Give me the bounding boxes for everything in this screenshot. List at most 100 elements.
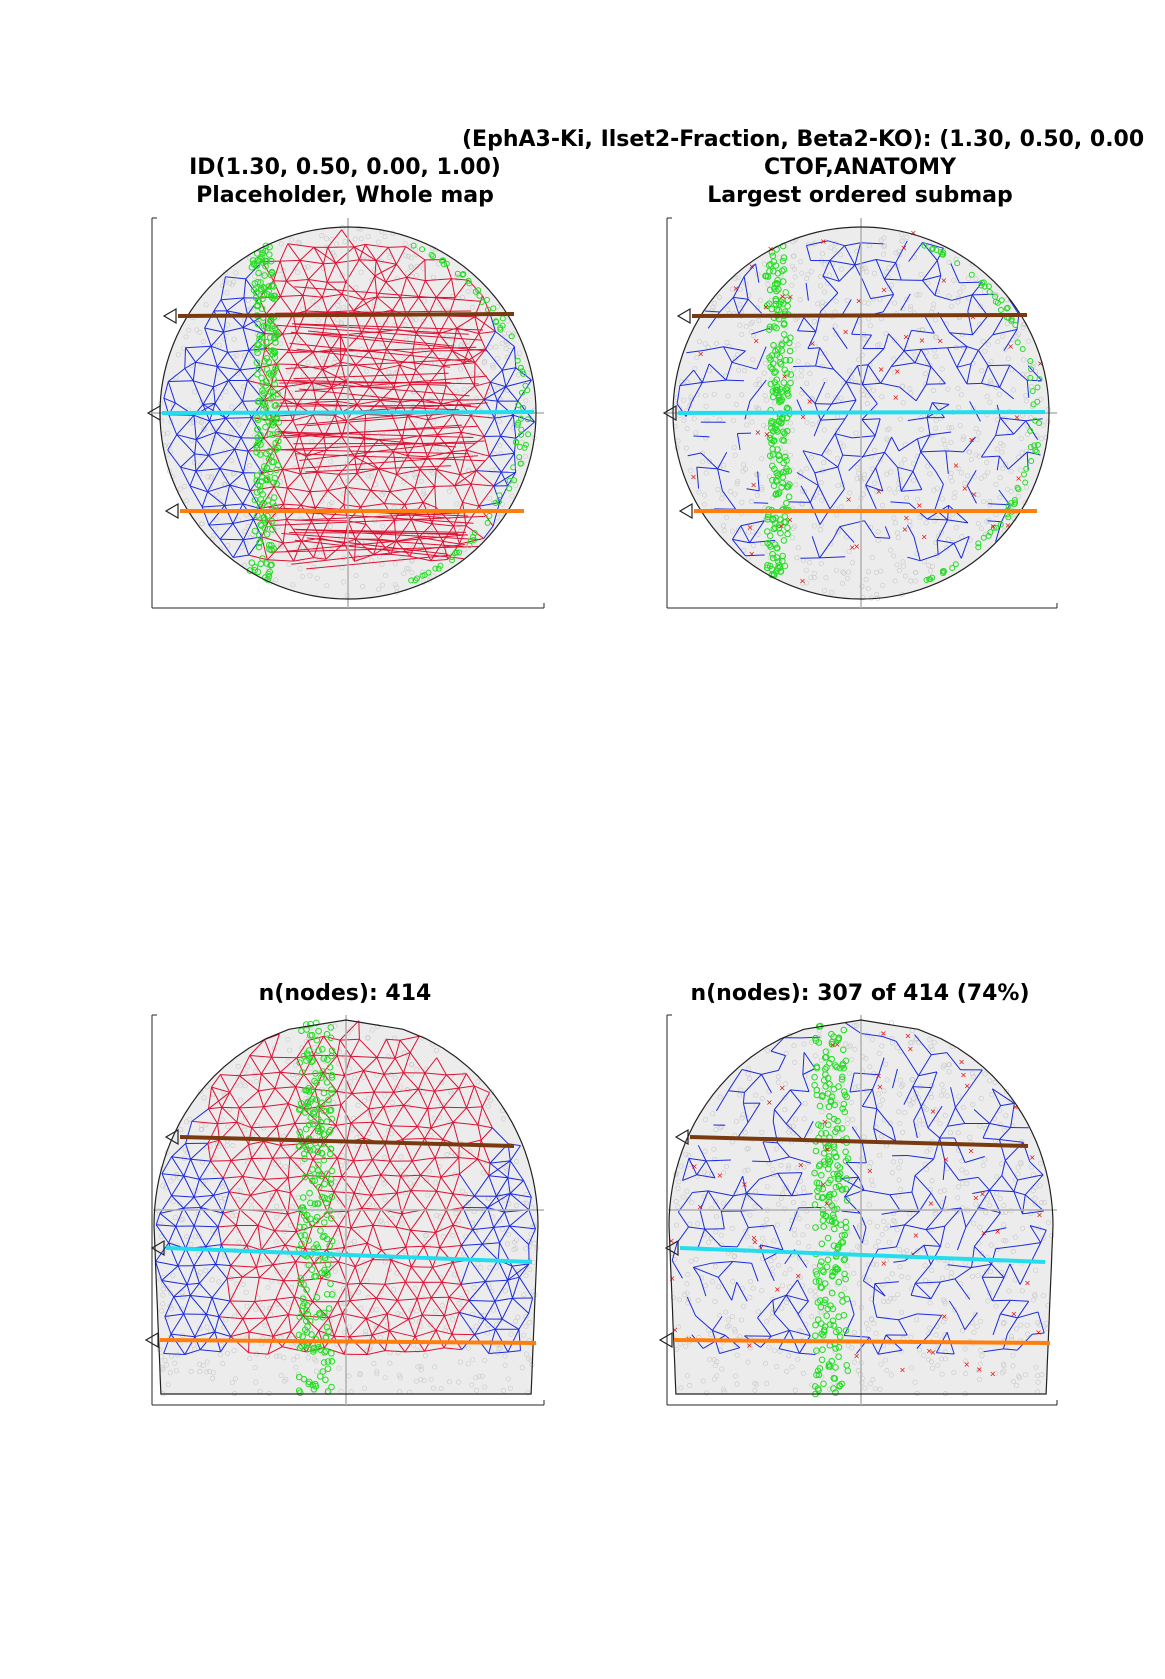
- grey-point: [406, 517, 410, 521]
- grey-point: [496, 386, 500, 390]
- grey-point: [790, 536, 794, 540]
- grey-point: [221, 1362, 225, 1366]
- mesh-edge: [494, 472, 502, 486]
- mesh-edge: [436, 1316, 445, 1331]
- mesh-edge: [261, 1250, 273, 1265]
- mesh-edge: [355, 1243, 367, 1267]
- grey-point: [956, 405, 960, 409]
- mesh-edge: [337, 1076, 345, 1092]
- grey-point: [418, 373, 422, 377]
- mesh-edge: [265, 1190, 277, 1211]
- grey-point: [342, 1287, 346, 1291]
- grey-point: [412, 1343, 416, 1347]
- grey-point: [222, 1253, 226, 1257]
- grey-point: [352, 1116, 356, 1120]
- grey-point: [947, 294, 951, 298]
- grey-point: [337, 403, 341, 407]
- mesh-edge: [194, 1266, 199, 1284]
- mesh-edge: [420, 1158, 435, 1175]
- green-point: [1015, 340, 1020, 345]
- grey-point: [673, 425, 677, 429]
- mesh-edge: [357, 469, 379, 474]
- mesh-edge: [390, 1139, 403, 1161]
- grey-point: [346, 1291, 350, 1295]
- mesh-edge: [319, 1318, 329, 1331]
- grey-point: [833, 324, 837, 328]
- green-point: [772, 466, 778, 472]
- green-point: [271, 284, 277, 290]
- mesh-edge: [230, 485, 251, 491]
- grey-point: [936, 405, 940, 409]
- mesh-edge: [435, 486, 455, 487]
- mesh-edge: [255, 1299, 276, 1301]
- mesh-edge: [433, 1267, 442, 1282]
- grey-point: [208, 1144, 212, 1148]
- grey-point: [326, 555, 330, 559]
- mesh-edge: [436, 470, 460, 475]
- green-point: [521, 405, 526, 410]
- grey-point: [396, 1190, 400, 1194]
- mesh-edge: [491, 382, 498, 401]
- grey-point: [908, 387, 912, 391]
- grey-point: [959, 471, 963, 475]
- grey-point: [520, 440, 524, 444]
- mesh-edge: [295, 1109, 304, 1123]
- green-point: [265, 477, 271, 483]
- grey-point: [430, 257, 434, 261]
- grey-point: [220, 1118, 224, 1122]
- mesh-edge: [413, 333, 417, 353]
- green-point: [779, 416, 785, 422]
- mesh-edge: [436, 1211, 447, 1233]
- mesh-edge: [881, 367, 892, 384]
- mesh-edge: [371, 490, 390, 491]
- mesh-edge: [290, 1158, 307, 1176]
- mesh-edge: [243, 1318, 266, 1319]
- mesh-edge: [404, 1105, 428, 1108]
- green-point: [767, 287, 773, 293]
- mesh-edge: [244, 298, 248, 315]
- mesh-edge: [288, 244, 300, 261]
- green-point: [264, 379, 270, 385]
- grey-point: [175, 1172, 179, 1176]
- grey-point: [232, 1349, 236, 1353]
- grey-point: [223, 337, 227, 341]
- grey-point: [409, 1308, 413, 1312]
- grey-point: [246, 1064, 250, 1068]
- mesh-edge: [196, 346, 212, 362]
- grey-point: [467, 433, 471, 437]
- grey-point: [915, 552, 919, 556]
- mesh-edge: [357, 473, 371, 490]
- grey-point: [935, 553, 939, 557]
- mesh-edge: [855, 243, 861, 265]
- grey-point: [754, 382, 758, 386]
- grey-point: [391, 403, 395, 407]
- grey-point: [742, 369, 746, 373]
- grey-point: [903, 574, 907, 578]
- mesh-edge: [248, 381, 264, 401]
- mesh-edge: [264, 1141, 281, 1145]
- green-point: [255, 371, 261, 377]
- grey-point: [470, 1095, 474, 1099]
- mesh-edge: [233, 504, 243, 524]
- mesh-edge: [266, 1315, 289, 1319]
- mesh-edge: [810, 486, 818, 503]
- mesh-edge: [229, 1192, 250, 1196]
- grey-point: [514, 1204, 518, 1208]
- mesh-edge: [341, 1105, 351, 1123]
- mesh-edge: [376, 1284, 385, 1298]
- green-point: [773, 387, 779, 393]
- green-point: [296, 1144, 302, 1150]
- mesh-edge: [408, 456, 420, 470]
- grey-point: [757, 318, 761, 322]
- mesh-edge: [240, 1210, 265, 1212]
- grey-point: [393, 371, 397, 375]
- mesh-edge: [323, 370, 332, 388]
- grey-point: [320, 297, 324, 301]
- mesh-edge: [519, 1329, 521, 1350]
- grey-point: [358, 1372, 362, 1376]
- mesh-edge: [168, 369, 185, 382]
- mesh-edge: [419, 298, 429, 314]
- mesh-edge: [428, 385, 446, 386]
- mesh-edge: [341, 362, 346, 381]
- green-point: [766, 301, 772, 307]
